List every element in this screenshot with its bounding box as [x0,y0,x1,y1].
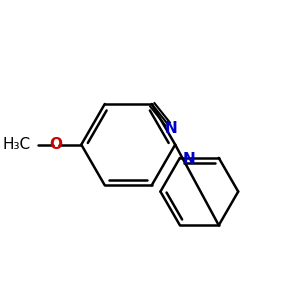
Text: O: O [49,137,62,152]
Text: N: N [165,121,178,136]
Text: N: N [183,152,196,167]
Text: H₃C: H₃C [2,137,30,152]
